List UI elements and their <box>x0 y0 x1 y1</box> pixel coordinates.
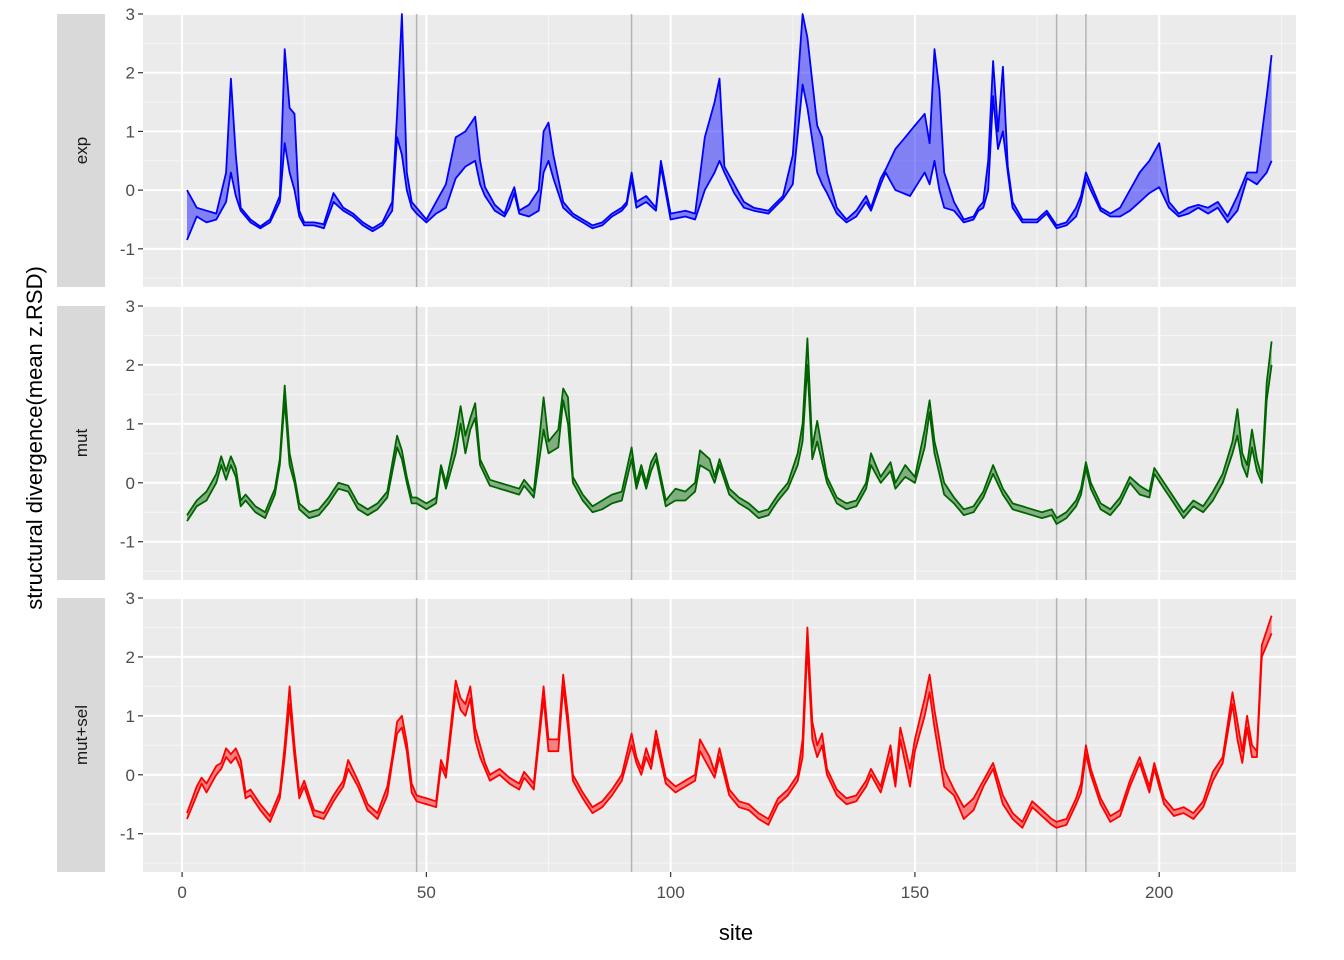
y-tick-label: -1 <box>120 825 135 844</box>
facet-strip <box>57 598 105 872</box>
facet-strip-label: exp <box>72 137 91 164</box>
y-axis-title: structural divergence(mean z.RSD) <box>22 266 47 610</box>
x-axis-title: site <box>719 920 753 945</box>
panel-background <box>143 14 1296 287</box>
panel-exp: -1 0 1 2 3 exp <box>57 5 1296 287</box>
x-tick-label: 150 <box>901 883 929 902</box>
y-tick-label: -1 <box>120 533 135 552</box>
ribbon-lower-line <box>186 633 1273 829</box>
y-tick-label: 2 <box>126 64 135 83</box>
facet-strip <box>57 14 105 287</box>
panel-background <box>143 306 1296 580</box>
x-tick-label: 100 <box>656 883 684 902</box>
y-tick-label: 3 <box>126 297 135 316</box>
y-tick-label: 0 <box>126 474 135 493</box>
y-tick-label: 0 <box>126 766 135 785</box>
y-tick-label: 1 <box>126 415 135 434</box>
x-tick-label: 0 <box>177 883 186 902</box>
y-tick-label: 1 <box>126 122 135 141</box>
facet-strip-label: mut <box>72 429 91 458</box>
panel-background <box>143 598 1296 872</box>
ribbon-lower-line <box>186 83 1273 241</box>
panel-mut: -1 0 1 2 3 mut <box>57 297 1296 580</box>
y-tick-label: 2 <box>126 356 135 375</box>
y-tick-label: 3 <box>126 589 135 608</box>
ribbon-lower-line <box>186 363 1273 525</box>
facet-strip <box>57 306 105 580</box>
y-tick-label: 0 <box>126 181 135 200</box>
y-tick-label: 3 <box>126 5 135 24</box>
y-tick-label: 2 <box>126 648 135 667</box>
panel-mut-sel: -1 0 1 2 3 mut+sel <box>57 589 1296 872</box>
facet-strip-label: mut+sel <box>72 705 91 765</box>
ribbon-upper-line <box>186 13 1273 230</box>
y-tick-label: -1 <box>120 240 135 259</box>
ribbon-area <box>187 14 1272 240</box>
ribbon-upper-line <box>186 337 1273 519</box>
ribbon-upper-line <box>186 615 1273 823</box>
x-tick-label: 200 <box>1145 883 1173 902</box>
y-tick-label: 1 <box>126 707 135 726</box>
panels-layer: -1 0 1 2 3 exp -1 0 1 2 3 mut -1 0 1 2 3 mut+sel 0 50 100 150… <box>57 5 1296 902</box>
x-tick-label: 50 <box>417 883 436 902</box>
